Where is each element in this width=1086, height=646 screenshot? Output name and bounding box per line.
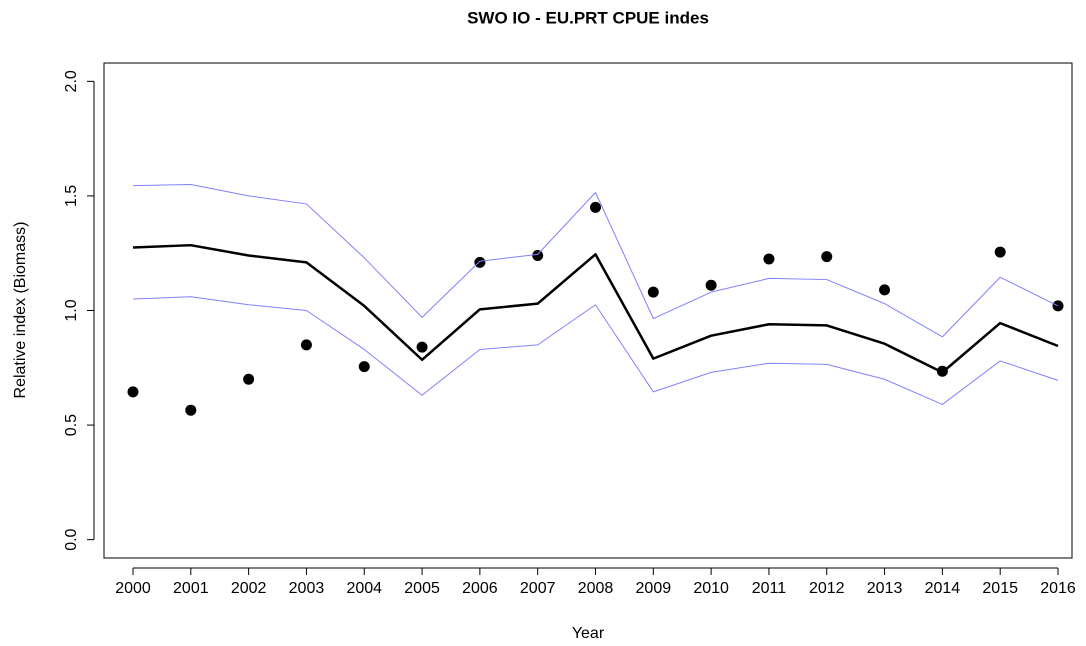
y-tick-label: 2.0	[63, 70, 80, 92]
x-tick-label: 2014	[925, 580, 961, 597]
x-tick-label: 2009	[636, 580, 672, 597]
plot-box	[103, 62, 1073, 559]
data-point	[994, 246, 1006, 258]
x-tick-label: 2011	[752, 580, 787, 597]
y-tick-label: 1.5	[63, 185, 80, 207]
data-point	[705, 279, 717, 291]
y-tick-label: 1.0	[63, 299, 80, 321]
data-point	[300, 339, 312, 351]
x-tick-label: 2006	[462, 580, 498, 597]
data-point	[532, 250, 544, 261]
data-point	[879, 284, 891, 296]
data-point	[821, 251, 833, 263]
x-tick-label: 2005	[404, 580, 440, 597]
data-point	[590, 201, 601, 213]
series-line	[132, 243, 1059, 374]
x-tick-label: 2015	[982, 580, 1018, 597]
y-axis-label: Relative index (Biomass)	[12, 222, 29, 399]
x-tick-label: 2002	[231, 580, 267, 597]
data-point	[474, 256, 486, 268]
x-axis-label: Year	[572, 625, 605, 642]
x-tick-label: 2001	[173, 580, 209, 597]
data-point	[647, 286, 659, 298]
data-point	[416, 341, 428, 353]
y-tick-label: 0.0	[63, 528, 80, 550]
x-tick-label: 2013	[867, 580, 903, 597]
x-tick-label: 2000	[115, 580, 151, 597]
data-point	[243, 373, 255, 385]
x-tick-label: 2016	[1040, 580, 1076, 597]
x-tick-label: 2003	[289, 580, 325, 597]
x-tick-label: 2010	[693, 580, 729, 597]
series-line	[132, 296, 1059, 405]
data-point	[185, 404, 197, 416]
x-tick-label: 2008	[578, 580, 614, 597]
chart-title: SWO IO - EU.PRT CPUE indes	[467, 8, 709, 27]
x-tick-label: 2012	[809, 580, 845, 597]
data-point	[358, 361, 370, 373]
x-tick-label: 2004	[346, 580, 382, 597]
series-line	[132, 183, 1059, 338]
y-tick-label: 0.5	[63, 414, 80, 436]
data-point	[127, 386, 139, 398]
x-tick-label: 2007	[520, 580, 556, 597]
data-point	[763, 253, 775, 265]
